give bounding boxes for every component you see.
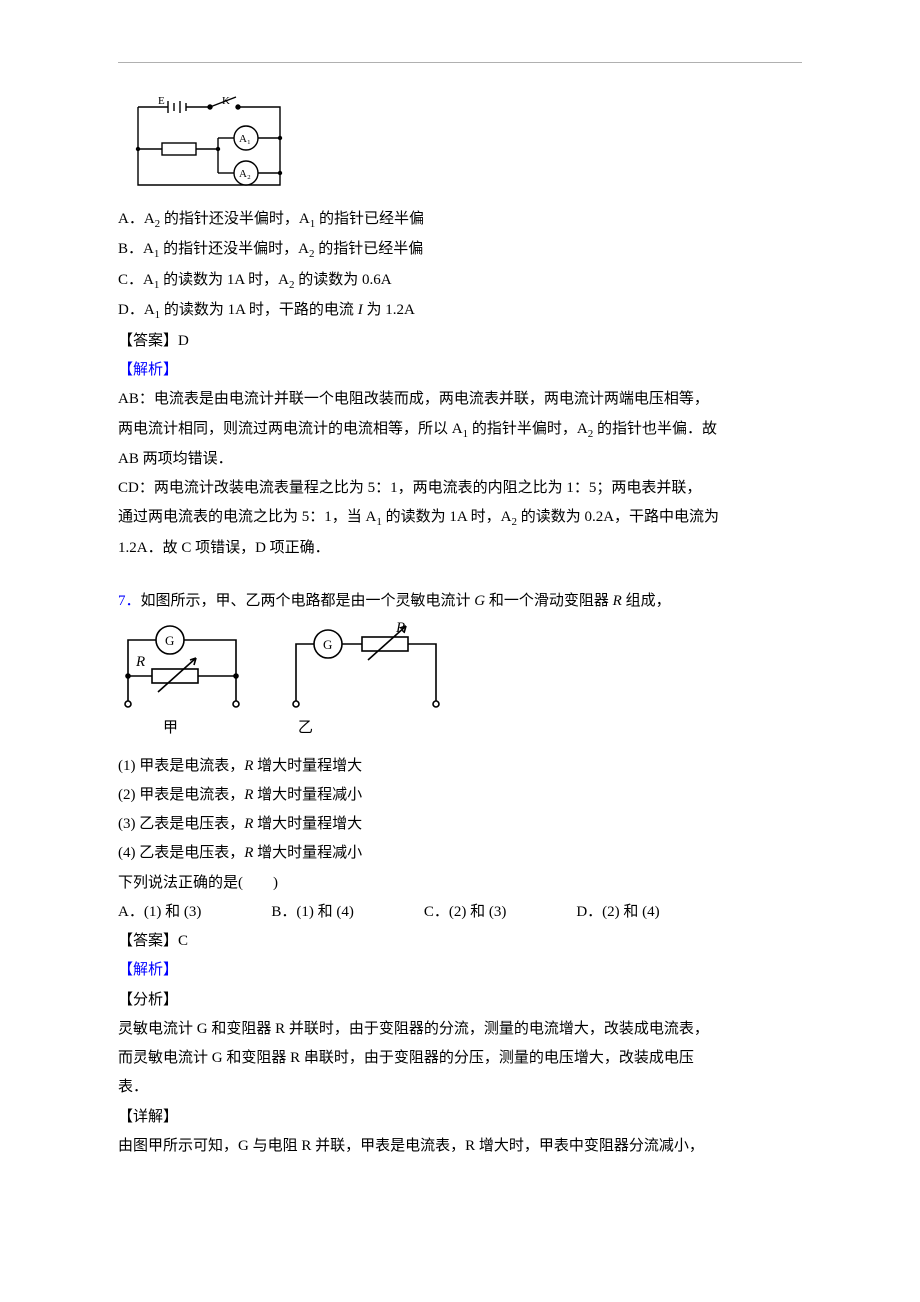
q7-analysis-3: 表． [118, 1073, 802, 1102]
q7-yi-label-R: R [395, 622, 405, 636]
q6-exp-cd-1: CD：两电流计改装电流表量程之比为 5：1，两电流表的内阻之比为 1：5；两电表… [118, 474, 802, 503]
q7-statement-1: (1) 甲表是电流表，R 增大时量程增大 [118, 752, 802, 781]
q7-yi-label-G: G [323, 637, 332, 652]
q7-circuit-yi-svg: G R [288, 622, 448, 712]
q7-explanation-label: 【解析】 [118, 956, 802, 985]
q7-options-row: A．(1) 和 (3) B．(1) 和 (4) C．(2) 和 (3) D．(2… [118, 898, 802, 927]
q6-option-d: D．A1 的读数为 1A 时，干路的电流 I 为 1.2A [118, 296, 802, 326]
q7-statement-3: (3) 乙表是电压表，R 增大时量程增大 [118, 810, 802, 839]
q7-analysis-1: 灵敏电流计 G 和变阻器 R 并联时，由于变阻器的分流，测量的电流增大，改装成电… [118, 1015, 802, 1044]
q6-explanation-label: 【解析】 [118, 356, 802, 385]
q6-circuit-svg: E K A₁ A₂ [118, 93, 288, 197]
q7-circuit-jia-svg: G R [118, 622, 248, 712]
caption-jia: 甲 [163, 714, 178, 743]
q6-option-c: C．A1 的读数为 1A 时，A2 的读数为 0.6A [118, 266, 802, 296]
q7-answer: 【答案】C [118, 927, 802, 956]
spacer [118, 563, 802, 587]
caption-yi: 乙 [298, 714, 313, 743]
q7-number: 7． [118, 593, 141, 609]
q6-answer: 【答案】D [118, 327, 802, 356]
q7-option-b: B．(1) 和 (4) [271, 898, 354, 927]
q7-option-d: D．(2) 和 (4) [576, 898, 659, 927]
q7-stem: 7．如图所示，甲、乙两个电路都是由一个灵敏电流计 G 和一个滑动变阻器 R 组成… [118, 587, 802, 616]
q7-analysis-2: 而灵敏电流计 G 和变阻器 R 串联时，由于变阻器的分压，测量的电压增大，改装成… [118, 1044, 802, 1073]
q6-exp-cd-3: 1.2A．故 C 项错误，D 项正确． [118, 534, 802, 563]
q7-figure-captions: 甲 乙 [118, 714, 802, 743]
q7-option-a: A．(1) 和 (3) [118, 898, 201, 927]
q6-circuit-figure: E K A₁ A₂ [118, 93, 802, 197]
q7-option-c: C．(2) 和 (3) [424, 898, 507, 927]
q7-statement-4: (4) 乙表是电压表，R 增大时量程减小 [118, 839, 802, 868]
q6-label-E: E [158, 95, 165, 107]
q6-label-A2: A₂ [239, 168, 251, 180]
document-page: E K A₁ A₂ A．A2 的指针还没半偏时，A1 的指针已经半偏 B．A1 … [0, 0, 920, 1302]
q7-analysis-label: 【分析】 [118, 986, 802, 1015]
header-rule [118, 62, 802, 63]
q7-jia-label-R: R [135, 654, 145, 670]
q6-label-K: K [222, 95, 230, 107]
q7-statement-2: (2) 甲表是电流表，R 增大时量程减小 [118, 781, 802, 810]
q6-exp-ab-3: AB 两项均错误． [118, 445, 802, 474]
q6-exp-ab-1: AB：电流表是由电流计并联一个电阻改装而成，两电流表并联，两电流计两端电压相等， [118, 385, 802, 414]
q6-option-a: A．A2 的指针还没半偏时，A1 的指针已经半偏 [118, 205, 802, 235]
q6-label-A1: A₁ [239, 133, 251, 145]
q7-circuit-figure: G R G R 甲 [118, 622, 802, 743]
q6-option-b: B．A1 的指针还没半偏时，A2 的指针已经半偏 [118, 235, 802, 265]
q7-jia-label-G: G [165, 633, 174, 648]
q7-choose-prompt: 下列说法正确的是( ) [118, 869, 802, 898]
q7-detail-1: 由图甲所示可知，G 与电阻 R 并联，甲表是电流表，R 增大时，甲表中变阻器分流… [118, 1132, 802, 1161]
q6-exp-cd-2: 通过两电流表的电流之比为 5：1，当 A1 的读数为 1A 时，A2 的读数为 … [118, 503, 802, 533]
q6-exp-ab-2: 两电流计相同，则流过两电流计的电流相等，所以 A1 的指针半偏时，A2 的指针也… [118, 415, 802, 445]
q7-detail-label: 【详解】 [118, 1103, 802, 1132]
